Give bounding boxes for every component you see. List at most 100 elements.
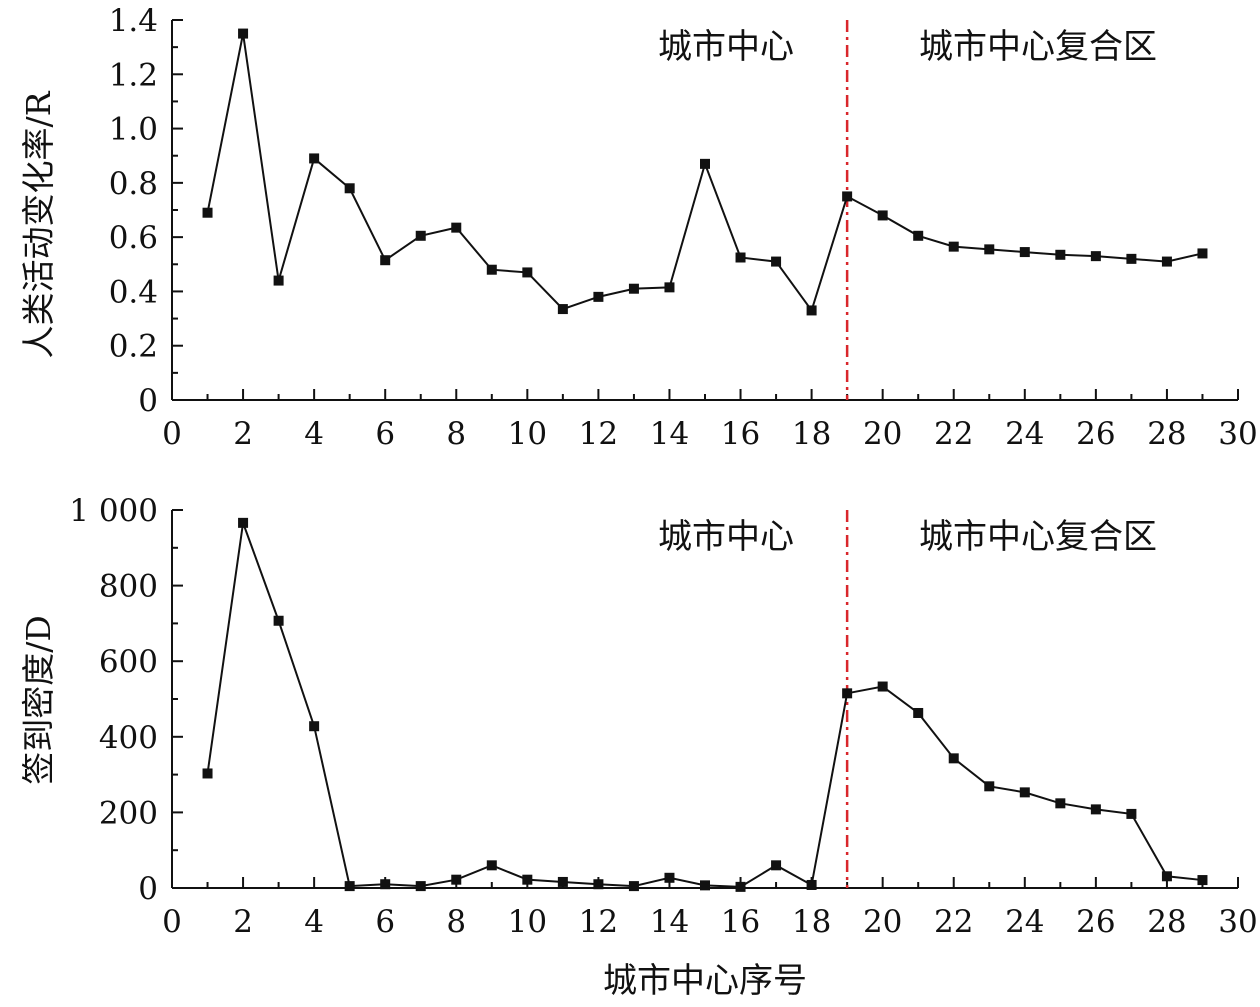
x-tick-label: 28 bbox=[1147, 904, 1186, 940]
data-point bbox=[1055, 249, 1066, 260]
data-point bbox=[309, 721, 320, 732]
x-tick-label: 24 bbox=[1005, 416, 1044, 452]
data-point bbox=[238, 517, 249, 528]
y-tick-label: 1 000 bbox=[69, 493, 158, 529]
x-tick-label: 22 bbox=[934, 416, 973, 452]
data-point bbox=[1161, 871, 1172, 882]
x-tick-label: 18 bbox=[792, 416, 831, 452]
x-tick-label: 0 bbox=[162, 904, 182, 940]
data-point bbox=[1197, 875, 1208, 886]
x-tick-label: 2 bbox=[233, 416, 253, 452]
x-tick-label: 30 bbox=[1218, 416, 1257, 452]
x-tick-label: 6 bbox=[375, 416, 395, 452]
x-tick-label: 8 bbox=[446, 416, 466, 452]
y-tick-label: 0.2 bbox=[109, 329, 158, 365]
data-point bbox=[700, 880, 710, 891]
series-polyline bbox=[206, 522, 1203, 888]
x-tick-label: 6 bbox=[375, 904, 395, 940]
x-tick-label: 10 bbox=[508, 904, 547, 940]
x-tick-label: 4 bbox=[304, 904, 324, 940]
data-point bbox=[842, 688, 853, 699]
data-point bbox=[380, 255, 391, 266]
x-tick-label: 22 bbox=[934, 904, 973, 940]
axis-ticks bbox=[171, 19, 1239, 401]
data-point bbox=[486, 264, 497, 275]
data-point bbox=[984, 781, 995, 792]
data-point bbox=[771, 256, 782, 267]
y-axis-label: 人类活动变化率/R bbox=[19, 90, 58, 358]
data-point bbox=[948, 241, 959, 252]
data-point bbox=[1090, 251, 1101, 262]
data-point bbox=[415, 230, 426, 241]
y-tick-label: 1.2 bbox=[109, 57, 158, 93]
data-point bbox=[273, 615, 284, 626]
data-point bbox=[1090, 804, 1101, 815]
y-tick-label: 0 bbox=[138, 383, 158, 419]
y-tick-label: 0.8 bbox=[109, 166, 158, 202]
y-tick-labels: 0 200 400 600 800 1 000 bbox=[69, 493, 158, 907]
y-tick-label: 0 bbox=[138, 871, 158, 907]
data-point bbox=[522, 874, 533, 885]
x-tick-label: 0 bbox=[162, 416, 182, 452]
data-point bbox=[380, 879, 391, 890]
data-point bbox=[593, 879, 604, 890]
x-axis-label: 城市中心序号 bbox=[603, 961, 807, 1001]
data-point bbox=[344, 183, 355, 194]
data-point bbox=[877, 210, 888, 221]
series-line bbox=[206, 522, 1203, 888]
y-tick-label: 0.6 bbox=[109, 220, 158, 256]
data-point bbox=[1197, 248, 1208, 259]
annotation-city-center-complex: 城市中心复合区 bbox=[919, 27, 1157, 67]
data-point bbox=[1126, 253, 1137, 264]
data-point bbox=[1019, 247, 1030, 258]
data-point bbox=[1055, 798, 1066, 809]
x-tick-label: 26 bbox=[1076, 416, 1115, 452]
data-point bbox=[415, 881, 426, 892]
data-point bbox=[735, 252, 746, 263]
chart-human-activity-change-rate: 00.20.40.60.81.01.21.4 0 2 4 6 8 10 12 14 16 18 20… bbox=[19, 3, 1258, 452]
y-tick-label: 200 bbox=[99, 795, 158, 831]
data-point bbox=[344, 881, 355, 892]
x-tick-label: 4 bbox=[304, 416, 324, 452]
data-point bbox=[806, 879, 817, 890]
data-point bbox=[1161, 256, 1172, 267]
data-point bbox=[628, 283, 639, 294]
data-point bbox=[948, 753, 959, 764]
data-point bbox=[842, 191, 853, 202]
data-point bbox=[735, 881, 746, 892]
data-point bbox=[557, 304, 568, 315]
data-point bbox=[913, 707, 924, 718]
x-tick-label: 20 bbox=[863, 416, 902, 452]
data-point bbox=[486, 860, 497, 871]
data-point bbox=[700, 158, 710, 169]
x-tick-label: 18 bbox=[792, 904, 831, 940]
data-point bbox=[451, 874, 462, 885]
data-point bbox=[557, 876, 568, 887]
x-tick-label: 16 bbox=[721, 904, 760, 940]
x-tick-label: 26 bbox=[1076, 904, 1115, 940]
data-point bbox=[984, 244, 995, 255]
x-tick-label: 28 bbox=[1147, 416, 1186, 452]
data-point bbox=[593, 291, 604, 302]
annotation-city-center: 城市中心 bbox=[658, 27, 794, 67]
data-point bbox=[309, 153, 320, 164]
y-tick-label: 800 bbox=[99, 569, 158, 605]
x-tick-label: 8 bbox=[446, 904, 466, 940]
y-tick-label: 600 bbox=[99, 644, 158, 680]
data-point bbox=[451, 222, 462, 233]
data-point bbox=[628, 881, 639, 892]
x-tick-label: 14 bbox=[650, 416, 689, 452]
x-tick-label: 12 bbox=[579, 416, 618, 452]
y-tick-label: 1.4 bbox=[109, 3, 158, 39]
x-tick-label: 12 bbox=[579, 904, 618, 940]
data-point bbox=[273, 275, 284, 286]
x-tick-label: 24 bbox=[1005, 904, 1044, 940]
data-point bbox=[202, 207, 213, 218]
y-tick-labels: 0 0.2 0.4 0.6 0.8 1.0 1.2 1.4 bbox=[109, 3, 158, 419]
y-tick-label: 0.4 bbox=[109, 274, 158, 310]
x-tick-label: 2 bbox=[233, 904, 253, 940]
data-point bbox=[806, 305, 817, 316]
data-point bbox=[1019, 787, 1030, 798]
series-markers bbox=[202, 517, 1208, 892]
